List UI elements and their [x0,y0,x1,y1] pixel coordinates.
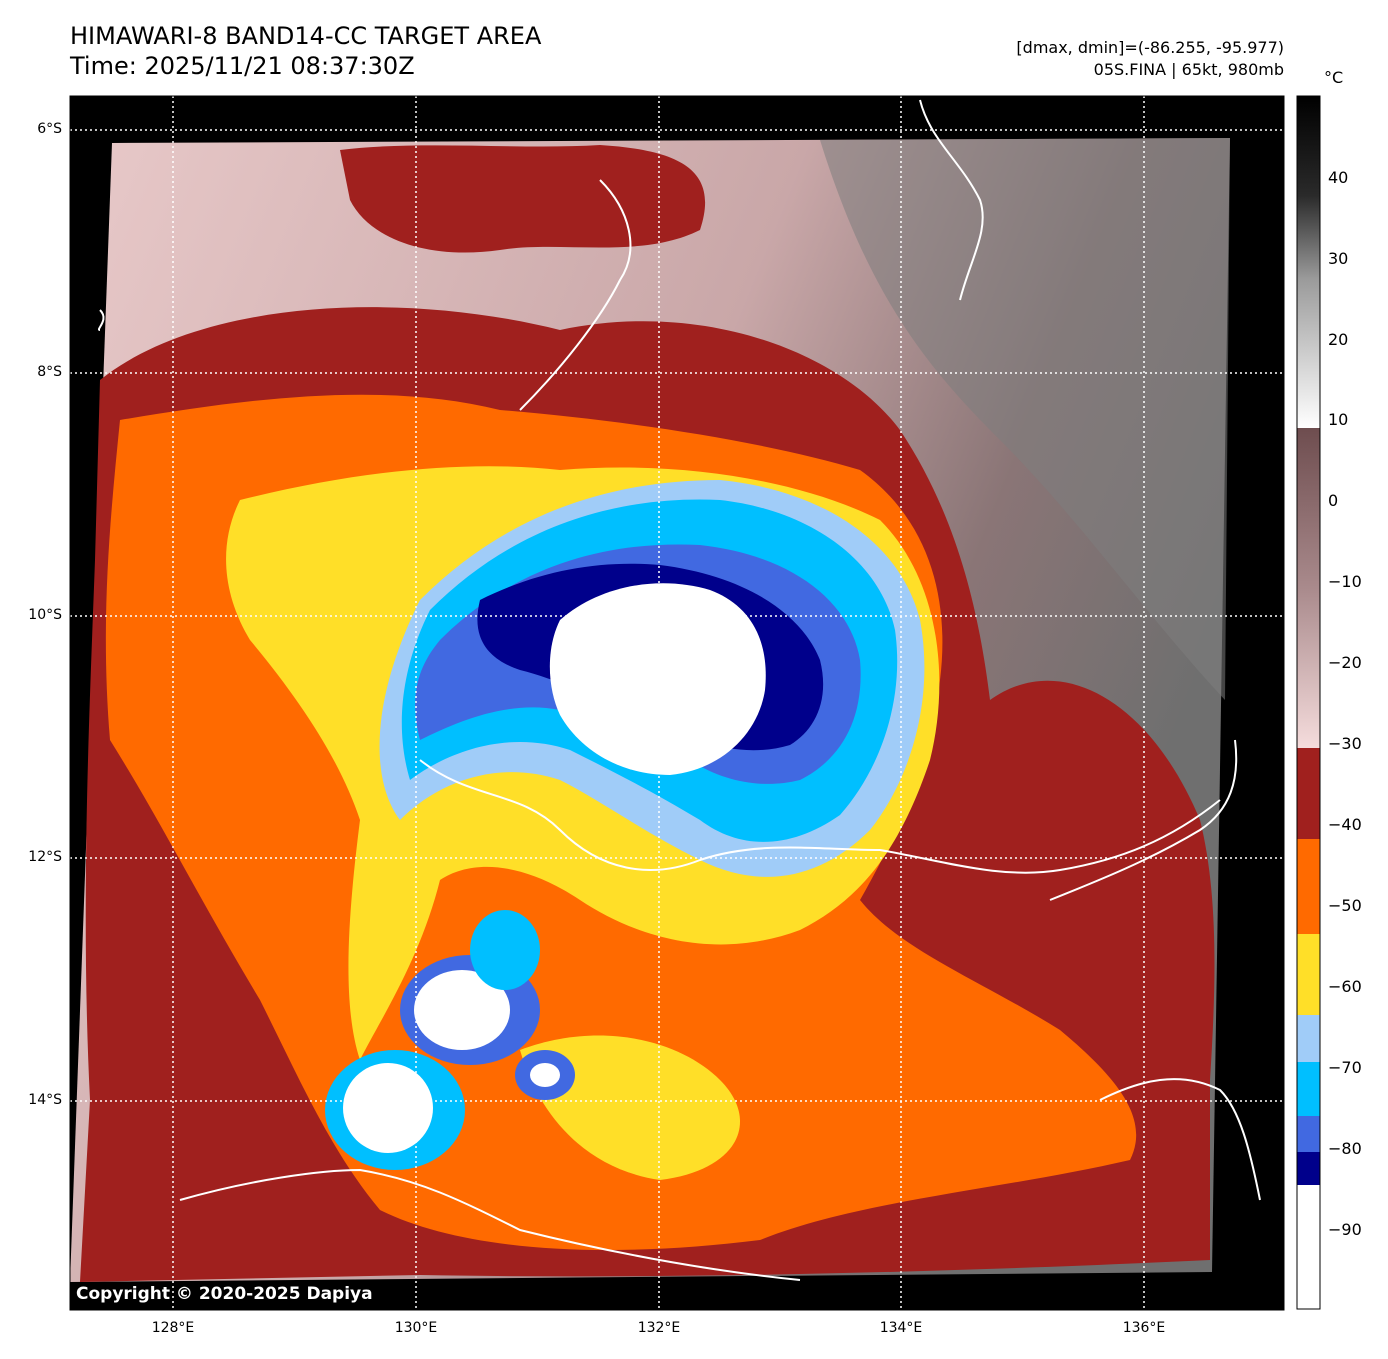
storm-info: 05S.FINA | 65kt, 980mb [1093,60,1284,79]
colorbar-royalblue-segment [1297,1116,1320,1152]
colorbar [1296,95,1321,1310]
cold-cloud-core [549,583,766,775]
lon-tick-label: 134°E [879,1320,923,1336]
copyright-notice: Copyright © 2020-2025 Dapiya [76,1284,373,1304]
brown-cloud-top [340,145,706,253]
colorbar-pink-segment [1297,428,1320,748]
colorbar-unit: °C [1324,68,1344,87]
colorbar-tick-label: −90 [1328,1220,1362,1239]
lon-tick-label: 136°E [1122,1320,1166,1336]
colorbar-tick-label: 0 [1328,491,1339,510]
map-border [69,95,1285,1311]
lat-tick-label: 8°S [37,364,62,380]
convective-cell-3-core [530,1063,560,1087]
colorbar-tick-label: −80 [1328,1139,1362,1158]
colorbar-cyan-segment [1297,1062,1320,1116]
colorbar-gold-segment [1297,934,1320,1015]
data-range-readout: [dmax, dmin]=(-86.255, -95.977) [1016,38,1284,57]
convective-cell-4 [470,910,540,990]
lat-tick-label: 6°S [37,121,62,137]
colorbar-gray-segment [1297,96,1320,428]
lat-tick-label: 12°S [28,849,62,865]
colorbar-tick-label: −60 [1328,977,1362,996]
chart-title: HIMAWARI-8 BAND14-CC TARGET AREA [70,22,542,50]
coastlines [97,99,1261,1281]
convective-cell-2-core [343,1063,433,1153]
gold-cloud-south [520,1035,740,1180]
colorbar-tick-label: −10 [1328,572,1362,591]
colorbar-border [1296,95,1321,1310]
colorbar-tick-label: −70 [1328,1058,1362,1077]
lon-tick-label: 130°E [394,1320,438,1336]
clear-region-ne [820,138,1230,700]
colorbar-orange-segment [1297,839,1320,934]
colorbar-tick-label: 10 [1328,410,1349,429]
convective-cell-1-core [414,970,510,1050]
colorbar-tick-label: 20 [1328,330,1349,349]
colorbar-tick-label: −40 [1328,815,1362,834]
lat-tick-label: 14°S [28,1092,62,1108]
lon-tick-label: 128°E [151,1320,195,1336]
colorbar-tick-label: 30 [1328,249,1349,268]
colorbar-tick-label: 40 [1328,168,1349,187]
gridlines [70,96,1284,1310]
observation-time: Time: 2025/11/21 08:37:30Z [70,52,415,80]
lon-tick-label: 132°E [637,1320,681,1336]
colorbar-tick-label: −20 [1328,653,1362,672]
colorbar-brown-segment [1297,748,1320,839]
colorbar-lightblue-segment [1297,1015,1320,1062]
colorbar-navy-segment [1297,1152,1320,1185]
colorbar-tick-label: −50 [1328,896,1362,915]
colorbar-white-segment [1297,1185,1320,1309]
colorbar-tick-label: −30 [1328,734,1362,753]
lat-tick-label: 10°S [28,607,62,623]
